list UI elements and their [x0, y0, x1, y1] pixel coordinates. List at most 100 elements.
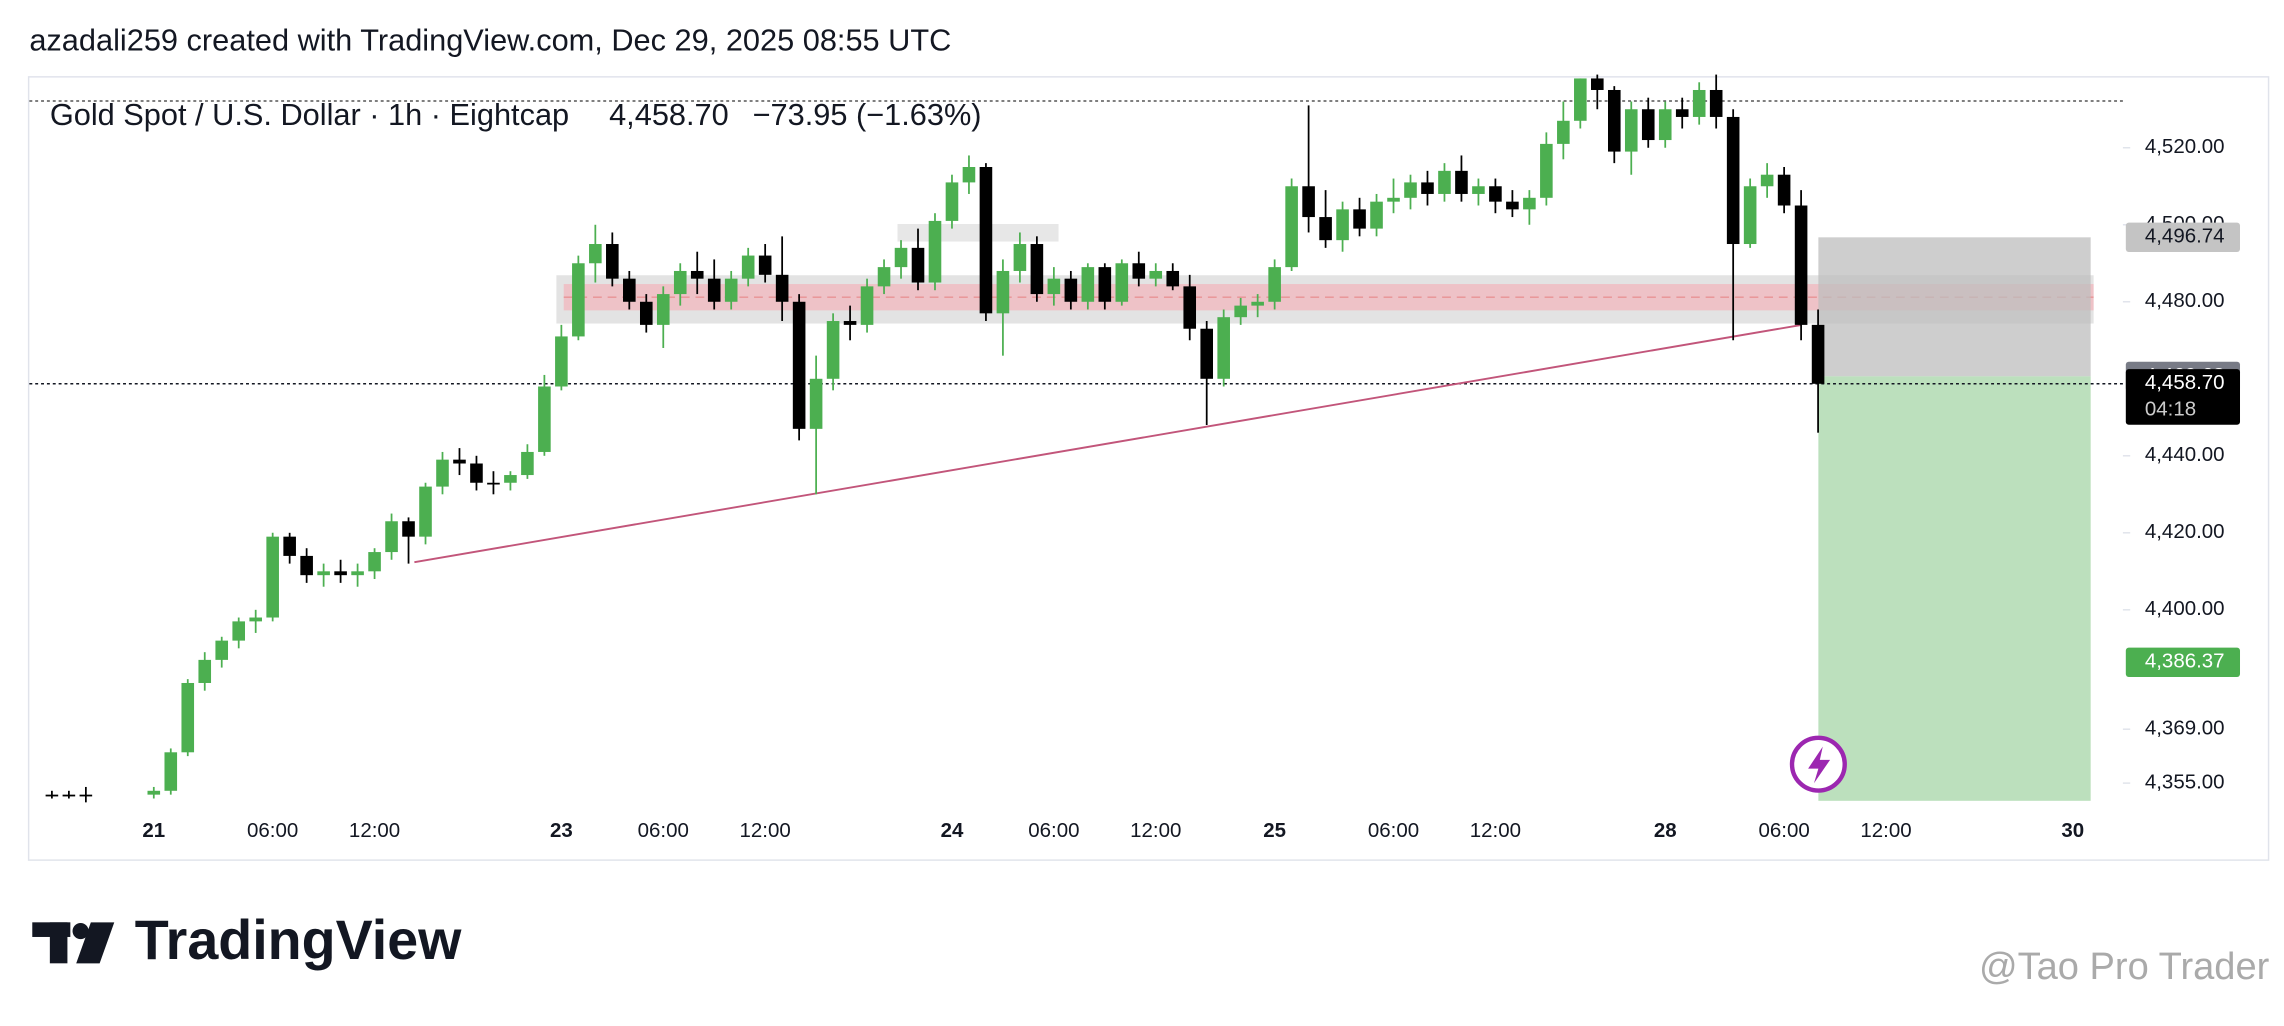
candle-body	[79, 794, 93, 797]
candle-body	[1149, 270, 1163, 279]
candle-body	[1726, 116, 1740, 245]
candle-body	[1370, 201, 1383, 229]
candle-body	[1506, 201, 1519, 210]
candle-body	[1234, 305, 1247, 318]
price-tag	[2125, 369, 2241, 425]
candle-body	[1302, 186, 1315, 218]
candle-body	[1200, 328, 1214, 379]
x-tick-label: 06:00	[1028, 819, 1079, 842]
candle-body	[843, 321, 857, 325]
y-tick-label: 4,420.00	[2145, 520, 2225, 543]
candle-body	[1557, 120, 1570, 144]
candle-body	[334, 571, 347, 576]
candle-body	[945, 182, 959, 221]
candle-body	[911, 247, 925, 283]
candle-body	[1132, 263, 1146, 279]
candle-body	[1098, 267, 1112, 302]
candle-body	[1489, 186, 1502, 202]
candle-body	[1387, 197, 1400, 202]
candle-body	[1607, 89, 1621, 152]
candle-body	[232, 621, 246, 641]
candle-body	[1047, 278, 1061, 295]
candle-body	[453, 459, 466, 464]
candle-body	[1675, 109, 1689, 117]
candle-body	[1251, 301, 1264, 306]
price-tag	[2125, 222, 2241, 252]
candle-body	[164, 752, 178, 791]
candle-body	[1081, 267, 1095, 302]
candle-body	[860, 286, 874, 325]
watermark: @Tao Pro Trader	[1979, 946, 2270, 988]
price-tag-label: 4,458.70	[2145, 371, 2225, 394]
x-tick-label: 12:00	[1860, 819, 1911, 842]
candle-body	[606, 244, 619, 279]
x-tick-label: 24	[941, 819, 964, 842]
candle-body	[589, 244, 602, 264]
trendline	[414, 324, 1801, 564]
candle-body	[792, 301, 806, 429]
candle-body	[1658, 109, 1672, 141]
candle-body	[673, 270, 687, 295]
candle-body	[724, 278, 738, 302]
price-axis: 4,355.00 4,369.00 4,400.00 4,420.00 4,440.00…	[142, 135, 2241, 842]
candle-body	[504, 475, 517, 483]
candle-body	[1217, 317, 1230, 379]
candle-body	[1404, 182, 1417, 198]
candle-body	[1641, 109, 1655, 141]
candles	[45, 74, 1825, 803]
candle-body	[555, 336, 568, 387]
candle-body	[419, 486, 432, 537]
candle-body	[996, 270, 1010, 314]
y-tick-label: 4,400.00	[2145, 597, 2225, 620]
y-tick-label: 4,480.00	[2145, 289, 2225, 312]
candle-body	[385, 521, 398, 553]
x-tick-label: 12:00	[1130, 819, 1181, 842]
bolt	[1808, 746, 1831, 784]
target-zone	[1818, 376, 2091, 801]
candle-body	[1794, 205, 1808, 325]
symbol: Gold Spot / U.S. Dollar · 1h · Eightcap	[50, 97, 569, 132]
candle-body	[928, 220, 942, 283]
candle-body	[979, 167, 993, 314]
candle-body	[1013, 244, 1027, 271]
candle-body	[1811, 324, 1825, 384]
candle-body	[1166, 270, 1180, 287]
candle-body	[1472, 186, 1485, 194]
logo-icon	[32, 922, 115, 964]
x-tick-label: 28	[1654, 819, 1677, 842]
candle-body	[1319, 217, 1332, 241]
candle-body	[538, 386, 551, 452]
candle-body	[775, 274, 789, 302]
candle-body	[1030, 244, 1044, 295]
candle-body	[368, 552, 381, 572]
candle-body	[1183, 286, 1197, 329]
candle-body	[1268, 267, 1281, 302]
candle-body	[639, 301, 653, 325]
candle-body	[623, 278, 636, 302]
candle-body	[877, 267, 891, 287]
candle-body	[300, 555, 313, 576]
candle-body	[1624, 109, 1638, 152]
x-tick-label: 06:00	[638, 819, 689, 842]
candle-body	[1540, 143, 1553, 198]
x-tick-label: 06:00	[247, 819, 298, 842]
y-tick-label: 4,520.00	[2145, 135, 2225, 158]
candle-body	[1064, 278, 1078, 302]
candle-body	[656, 294, 670, 325]
zone-small	[897, 223, 1059, 242]
candle-body	[1709, 89, 1723, 117]
candle-body	[1777, 174, 1791, 206]
candle-body	[147, 790, 161, 795]
candle-body	[809, 378, 823, 429]
candle-body	[215, 640, 229, 660]
candle-body	[266, 536, 279, 618]
candle-body	[1421, 182, 1434, 194]
candle-body	[707, 278, 721, 302]
price-tag-label: 4,386.37	[2145, 650, 2225, 673]
candle-body	[826, 321, 840, 379]
y-tick-label: 4,355.00	[2145, 771, 2225, 794]
candle-body	[1574, 78, 1587, 121]
x-tick-label: 06:00	[1758, 819, 1809, 842]
candle-body	[402, 521, 415, 537]
candle-body	[470, 463, 483, 483]
